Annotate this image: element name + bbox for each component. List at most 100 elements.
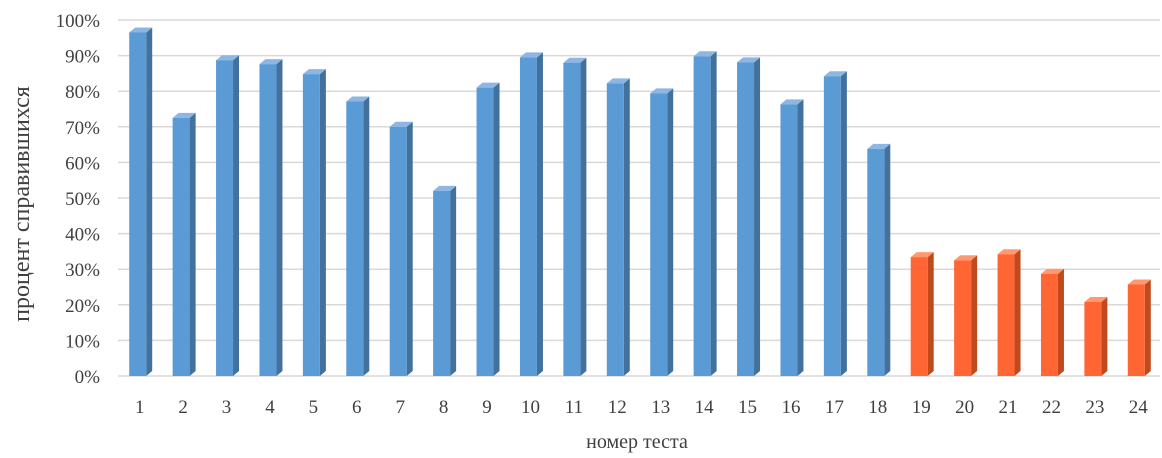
x-tick-label: 23: [1085, 397, 1104, 418]
x-tick-label: 14: [695, 397, 715, 418]
bar-top: [606, 78, 630, 84]
bar: [129, 27, 153, 377]
bar-top: [1127, 279, 1151, 285]
bar-front: [823, 76, 841, 377]
bar-front: [780, 104, 798, 376]
x-tick-label: 20: [955, 397, 974, 418]
bar-top: [693, 51, 717, 57]
y-tick-label: 20%: [65, 296, 100, 317]
bar: [650, 88, 674, 376]
bar: [563, 57, 587, 376]
bar-front: [519, 57, 537, 376]
x-tick-label: 1: [135, 397, 145, 418]
bar-front: [867, 148, 885, 376]
bar-front: [129, 32, 147, 377]
x-tick-label: 10: [521, 397, 540, 418]
bar-front: [259, 64, 277, 377]
bar-top: [823, 71, 847, 77]
bar-top: [737, 57, 761, 63]
bar: [476, 82, 500, 376]
bar-front: [389, 126, 407, 376]
x-tick-label: 13: [651, 397, 670, 418]
y-tick-label: 60%: [65, 153, 100, 174]
bar: [1127, 279, 1151, 376]
bar-front: [910, 257, 928, 376]
y-axis-title: процент справившихся: [9, 86, 35, 322]
bar-front: [1084, 301, 1102, 376]
y-tick-label: 50%: [65, 189, 100, 210]
bar-side: [363, 96, 370, 377]
y-tick-label: 40%: [65, 225, 100, 246]
x-tick-label: 11: [565, 397, 583, 418]
bar-front: [216, 60, 234, 377]
x-tick-label: 8: [439, 397, 449, 418]
bar: [216, 55, 240, 377]
x-tick-label: 16: [781, 397, 800, 418]
x-tick-label: 3: [222, 397, 232, 418]
bars: [129, 27, 1151, 377]
x-tick-label: 7: [395, 397, 405, 418]
bar-front: [606, 83, 624, 377]
bar-top: [1084, 296, 1108, 302]
y-axis-ticks: 0% 10% 20% 30% 40% 50% 60% 70% 80% 90% 100%: [56, 11, 101, 388]
y-tick-label: 10%: [65, 331, 100, 352]
bar-top: [389, 121, 413, 127]
x-tick-label: 18: [868, 397, 887, 418]
bar: [823, 71, 847, 377]
bar-side: [493, 82, 500, 376]
y-tick-label: 70%: [65, 118, 100, 139]
bar-top: [476, 82, 500, 88]
x-tick-label: 9: [482, 397, 492, 418]
bar-front: [997, 254, 1015, 376]
x-axis-ticks: 1 2 3 4 5 6 7 8 9 10 11 12 13 14 15 16 17 18 19 20 21 22 23 24: [135, 397, 1148, 418]
bar-top: [997, 249, 1021, 255]
bar-side: [971, 255, 978, 376]
bar-top: [563, 57, 587, 63]
x-tick-label: 19: [912, 397, 931, 418]
bar: [867, 143, 891, 376]
y-tick-label: 100%: [56, 11, 101, 32]
bar-top: [954, 255, 978, 261]
bar: [433, 185, 457, 376]
bar-side: [1101, 296, 1108, 376]
bar: [302, 69, 326, 376]
bar-top: [216, 55, 240, 61]
x-tick-label: 21: [999, 397, 1018, 418]
bar: [780, 99, 804, 376]
bar-front: [172, 117, 190, 377]
bar-front: [563, 62, 581, 376]
bar-side: [884, 143, 891, 376]
y-tick-label: 0%: [75, 367, 101, 388]
x-tick-label: 15: [738, 397, 757, 418]
bar: [389, 121, 413, 376]
bar-top: [129, 27, 153, 33]
bar-front: [650, 93, 668, 376]
bar-front: [476, 87, 494, 376]
bar-top: [910, 252, 934, 258]
bar-front: [1127, 284, 1145, 376]
bar: [737, 57, 761, 376]
bar-top: [433, 185, 457, 191]
bar-top: [259, 59, 283, 65]
bar: [1040, 268, 1064, 376]
bar-top: [519, 52, 543, 58]
bar-side: [797, 99, 804, 376]
bar-side: [1014, 249, 1021, 376]
bar-front: [1040, 273, 1058, 376]
bar-side: [1144, 279, 1151, 376]
bar: [172, 112, 196, 377]
bar-top: [172, 112, 196, 118]
x-tick-label: 6: [352, 397, 362, 418]
gridlines: [118, 19, 1160, 377]
bar-side: [1057, 268, 1064, 376]
bar-top: [346, 96, 370, 102]
bar-side: [276, 59, 283, 376]
bar-top: [1040, 268, 1064, 274]
x-tick-label: 24: [1129, 397, 1149, 418]
bar-top: [780, 99, 804, 105]
bar-side: [710, 51, 717, 376]
bar: [693, 51, 717, 376]
y-tick-label: 30%: [65, 260, 100, 281]
x-tick-label: 17: [825, 397, 844, 418]
